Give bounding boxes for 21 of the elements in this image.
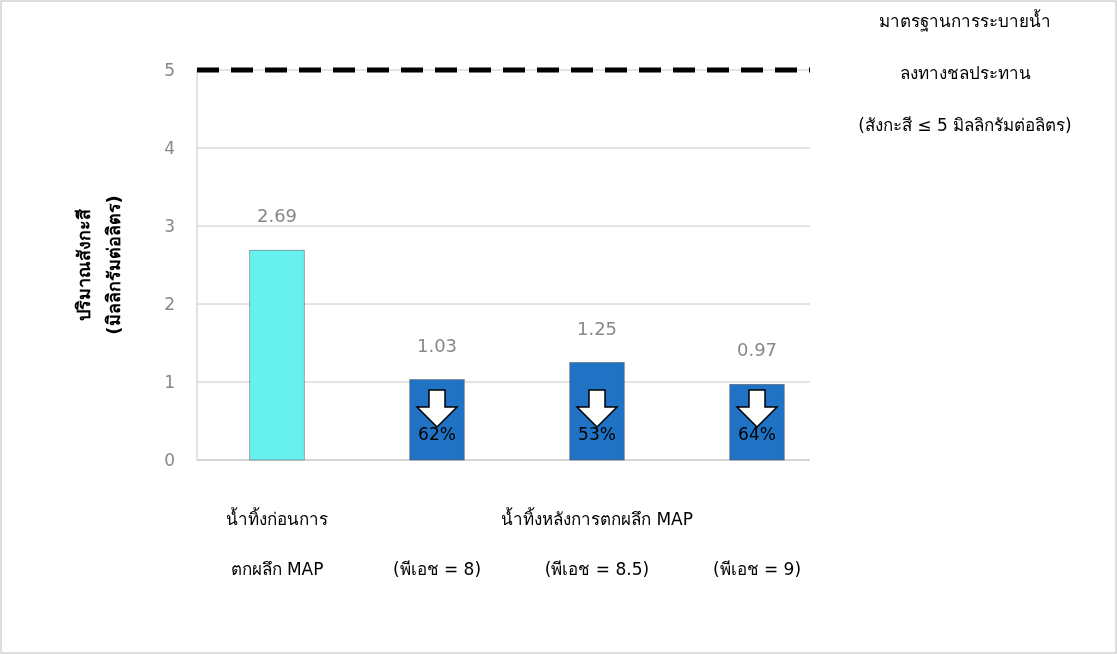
x-tick-label: (พีเอช = 8.5) <box>544 559 650 579</box>
data-label: 0.97 <box>736 339 778 361</box>
x-tick-label: (พีเอช = 8) <box>392 559 482 579</box>
y-tick-label: 4 <box>164 137 175 158</box>
annotation: 62% <box>418 424 456 444</box>
data-label: 1.03 <box>416 334 458 356</box>
x-tick-label: (พีเอช = 9) <box>712 559 802 579</box>
y-tick-label: 1 <box>164 371 175 392</box>
text: มาตรฐานการระบายน้ำ ลงทางชลประทาน (สังกะสี ≤ 5 มิลลิกรัมต่อลิตร) <box>858 11 1072 135</box>
category-label: น้ำทิ้งก่อนการ ตกผลึก MAP <box>226 509 328 579</box>
text: น้ำทิ้งหลังการตกผลึก MAP <box>501 507 693 529</box>
y-tick-label: 5 <box>164 59 175 80</box>
y-tick-label: 3 <box>164 215 175 236</box>
annotation: 53% <box>578 424 616 444</box>
y-axis-title: ปริมาณสังกะสี (มิลลิกรัมต่อลิตร) <box>73 195 124 335</box>
bar <box>249 249 305 461</box>
y-tick-label: 2 <box>164 293 175 314</box>
annotation: 64% <box>738 424 776 444</box>
data-label: 1.25 <box>576 317 618 339</box>
data-label: 2.69 <box>256 205 298 227</box>
y-tick-label: 0 <box>164 449 175 470</box>
